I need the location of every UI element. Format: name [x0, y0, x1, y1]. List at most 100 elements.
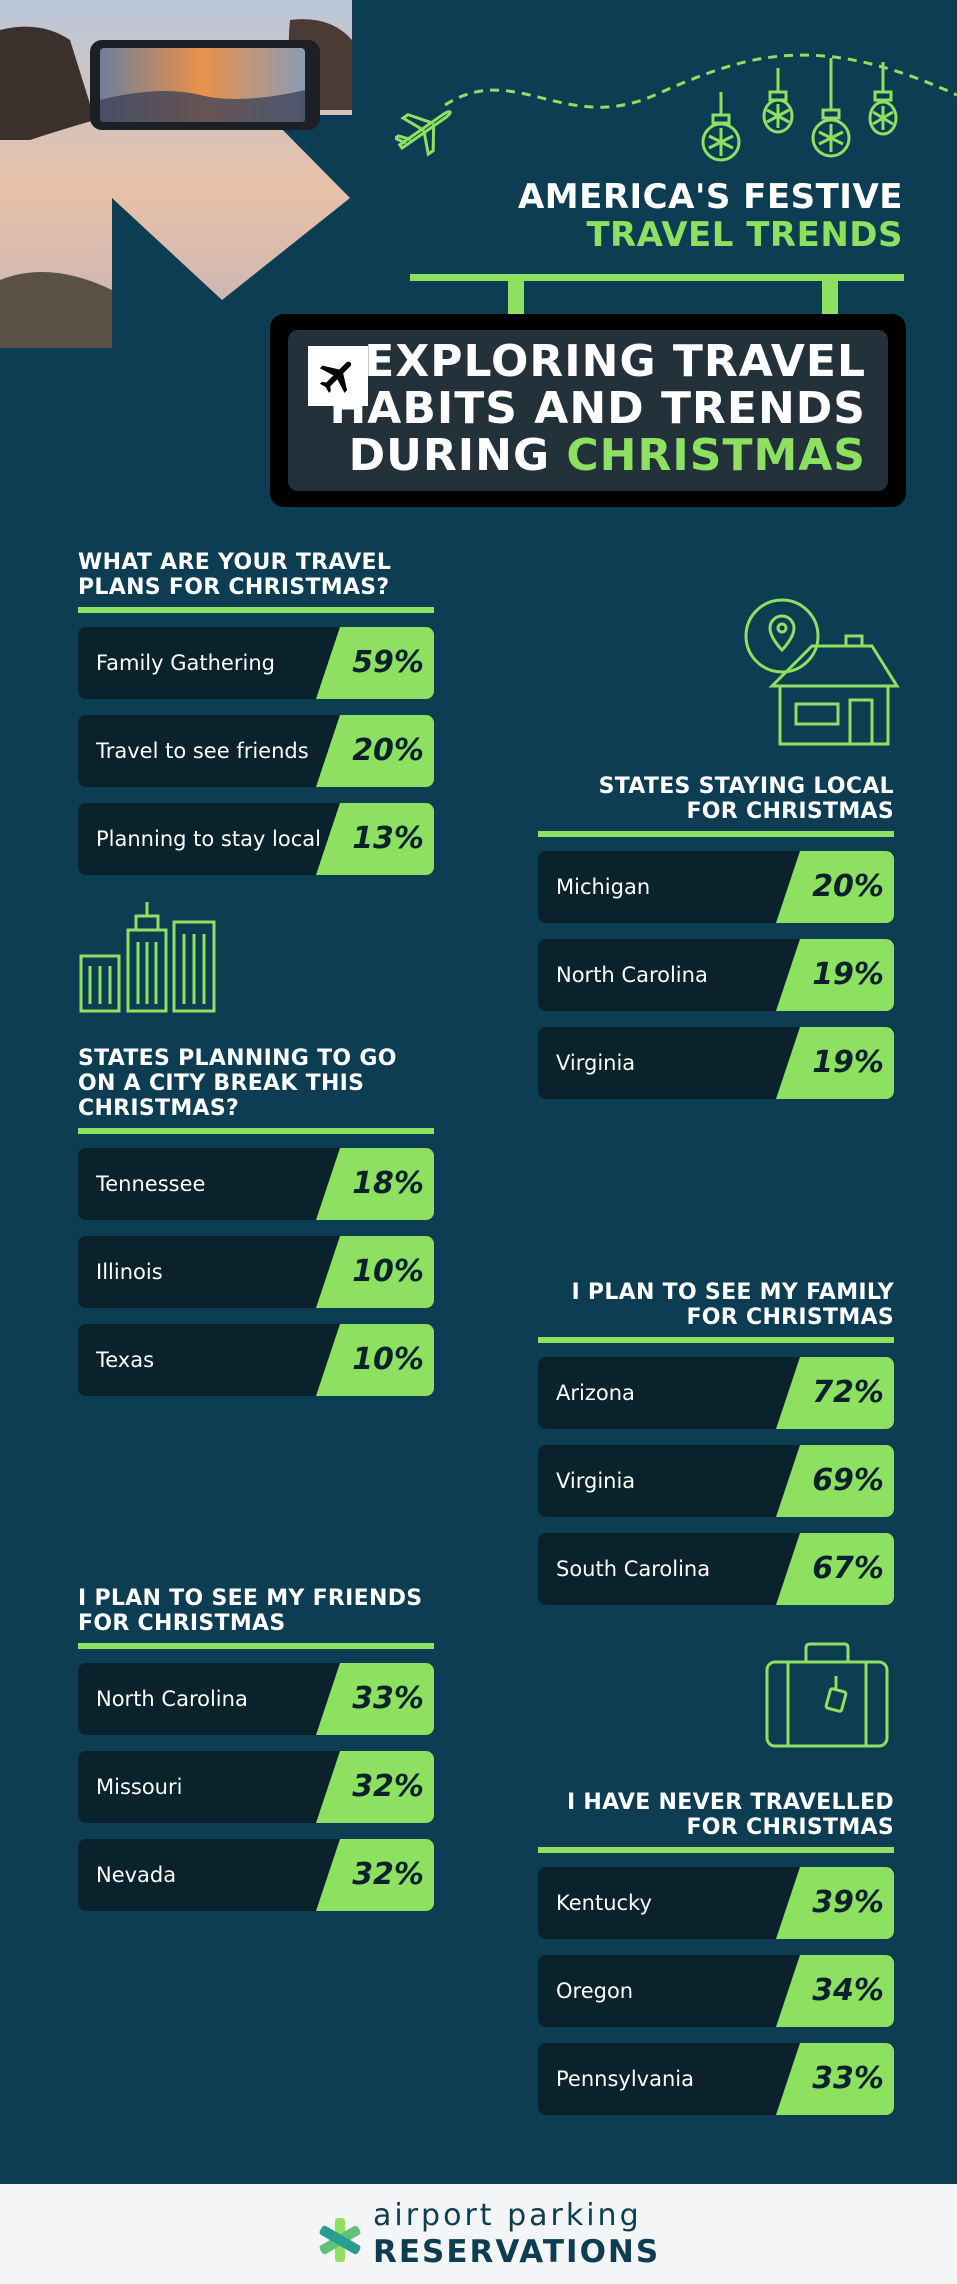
header-photo — [0, 0, 352, 348]
stat-value-box: 20% — [776, 851, 894, 923]
section-title-line: STATES STAYING LOCAL — [598, 774, 894, 799]
main-title-highlight: CHRISTMAS — [566, 430, 866, 481]
stat-label: Arizona — [556, 1381, 635, 1405]
stat-label: Oregon — [556, 1979, 634, 2003]
section-travel-plans: WHAT ARE YOUR TRAVEL PLANS FOR CHRISTMAS… — [78, 550, 434, 891]
stat-label: Michigan — [556, 875, 651, 899]
section-title-line: ON A CITY BREAK THIS — [78, 1071, 365, 1096]
section-title-line: FOR CHRISTMAS — [686, 1305, 894, 1330]
stat-value-box: 19% — [776, 1027, 894, 1099]
section-title-line: WHAT ARE YOUR TRAVEL — [78, 550, 392, 575]
section-divider — [78, 1643, 434, 1649]
stat-value: 33% — [352, 1681, 424, 1716]
section-staying-local: STATES STAYING LOCAL FOR CHRISTMAS Michi… — [538, 774, 894, 1115]
ornament-icon — [811, 58, 851, 158]
sign-post-left — [508, 281, 524, 315]
main-title: EXPLORING TRAVEL HABITS AND TRENDS DURIN… — [329, 338, 866, 479]
stat-value-box: 18% — [316, 1148, 434, 1220]
stat-row: South Carolina 67% — [538, 1533, 894, 1605]
location-pin-icon — [744, 598, 820, 674]
stat-row: Kentucky 39% — [538, 1867, 894, 1939]
airplane-icon — [395, 110, 452, 157]
main-title-line-3-prefix: DURING — [348, 430, 567, 481]
stat-label: Travel to see friends — [96, 739, 309, 763]
stat-value: 69% — [812, 1463, 884, 1498]
logo-text-top: airport parking — [373, 2198, 642, 2233]
stat-label: Virginia — [556, 1469, 636, 1493]
stat-value: 59% — [352, 645, 424, 680]
logo-mark-icon — [319, 2218, 361, 2262]
stat-value: 10% — [352, 1254, 424, 1289]
section-title: STATES STAYING LOCAL FOR CHRISTMAS — [538, 774, 894, 824]
ornament-icon — [868, 62, 898, 136]
stat-value-box: 32% — [316, 1751, 434, 1823]
section-title-line: FOR CHRISTMAS — [686, 1815, 894, 1840]
stat-value: 20% — [352, 733, 424, 768]
stat-row: Texas 10% — [78, 1324, 434, 1396]
stat-row: Pennsylvania 33% — [538, 2043, 894, 2115]
section-see-friends: I PLAN TO SEE MY FRIENDS FOR CHRISTMAS N… — [78, 1586, 434, 1927]
stat-row: Missouri 32% — [78, 1751, 434, 1823]
stat-value: 10% — [352, 1342, 424, 1377]
stat-row: Planning to stay local 13% — [78, 803, 434, 875]
airplane-icon — [308, 346, 368, 406]
main-title-line-1: EXPLORING TRAVEL — [364, 336, 866, 387]
title-sign: EXPLORING TRAVEL HABITS AND TRENDS DURIN… — [270, 314, 906, 507]
stat-label: Illinois — [96, 1260, 163, 1284]
stat-row: Oregon 34% — [538, 1955, 894, 2027]
stat-value-box: 32% — [316, 1839, 434, 1911]
stat-value: 32% — [352, 1769, 424, 1804]
stat-row: Virginia 69% — [538, 1445, 894, 1517]
logo-text-bottom: RESERVATIONS — [373, 2234, 661, 2270]
section-title: STATES PLANNING TO GO ON A CITY BREAK TH… — [78, 1046, 434, 1121]
stat-label: Tennessee — [96, 1172, 206, 1196]
kicker-line-2: TRAVEL TRENDS — [586, 215, 903, 255]
house-location-icon — [744, 598, 900, 746]
section-divider — [538, 831, 894, 837]
main-title-line-3: DURING CHRISTMAS — [329, 432, 866, 479]
stat-label: Virginia — [556, 1051, 636, 1075]
stat-value-box: 20% — [316, 715, 434, 787]
stat-value: 18% — [352, 1166, 424, 1201]
stat-row: Illinois 10% — [78, 1236, 434, 1308]
stat-value-box: 67% — [776, 1533, 894, 1605]
infographic-kicker: AMERICA'S FESTIVE TRAVEL TRENDS — [518, 178, 903, 254]
section-never-travelled: I HAVE NEVER TRAVELLED FOR CHRISTMAS Ken… — [538, 1790, 894, 2131]
plane-and-ornaments-decoration — [395, 53, 957, 162]
section-title-line: CHRISTMAS? — [78, 1096, 240, 1121]
stat-value-box: 10% — [316, 1236, 434, 1308]
stat-value-box: 19% — [776, 939, 894, 1011]
suitcase-icon — [765, 1642, 889, 1748]
stat-value: 13% — [352, 821, 424, 856]
main-title-line-2: HABITS AND TRENDS — [329, 383, 866, 434]
section-title: I PLAN TO SEE MY FAMILY FOR CHRISTMAS — [538, 1280, 894, 1330]
stat-value: 19% — [812, 957, 884, 992]
ornament-icon — [701, 92, 741, 162]
section-title: WHAT ARE YOUR TRAVEL PLANS FOR CHRISTMAS… — [78, 550, 434, 600]
stat-row: Nevada 32% — [78, 1839, 434, 1911]
brand-logo[interactable]: airport parking RESERVATIONS — [316, 2196, 658, 2272]
section-title-line: I PLAN TO SEE MY FRIENDS — [78, 1586, 423, 1611]
stat-label: Planning to stay local — [96, 827, 321, 851]
stat-row: Arizona 72% — [538, 1357, 894, 1429]
stat-value-box: 13% — [316, 803, 434, 875]
stat-value: 20% — [812, 869, 884, 904]
stat-label: North Carolina — [556, 963, 708, 987]
sign-hanger-bar — [410, 274, 904, 281]
section-see-family: I PLAN TO SEE MY FAMILY FOR CHRISTMAS Ar… — [538, 1280, 894, 1621]
section-divider — [78, 607, 434, 613]
stat-row: North Carolina 33% — [78, 1663, 434, 1735]
stat-label: Texas — [96, 1348, 155, 1372]
section-divider — [538, 1337, 894, 1343]
section-title: I PLAN TO SEE MY FRIENDS FOR CHRISTMAS — [78, 1586, 434, 1636]
section-title: I HAVE NEVER TRAVELLED FOR CHRISTMAS — [538, 1790, 894, 1840]
stat-value-box: 39% — [776, 1867, 894, 1939]
title-sign-panel: EXPLORING TRAVEL HABITS AND TRENDS DURIN… — [288, 330, 888, 491]
section-city-break: STATES PLANNING TO GO ON A CITY BREAK TH… — [78, 1046, 434, 1412]
ornament-icon — [762, 68, 794, 134]
stat-row: North Carolina 19% — [538, 939, 894, 1011]
stat-value: 33% — [812, 2061, 884, 2096]
section-title-line: FOR CHRISTMAS — [686, 799, 894, 824]
stat-label: South Carolina — [556, 1557, 711, 1581]
